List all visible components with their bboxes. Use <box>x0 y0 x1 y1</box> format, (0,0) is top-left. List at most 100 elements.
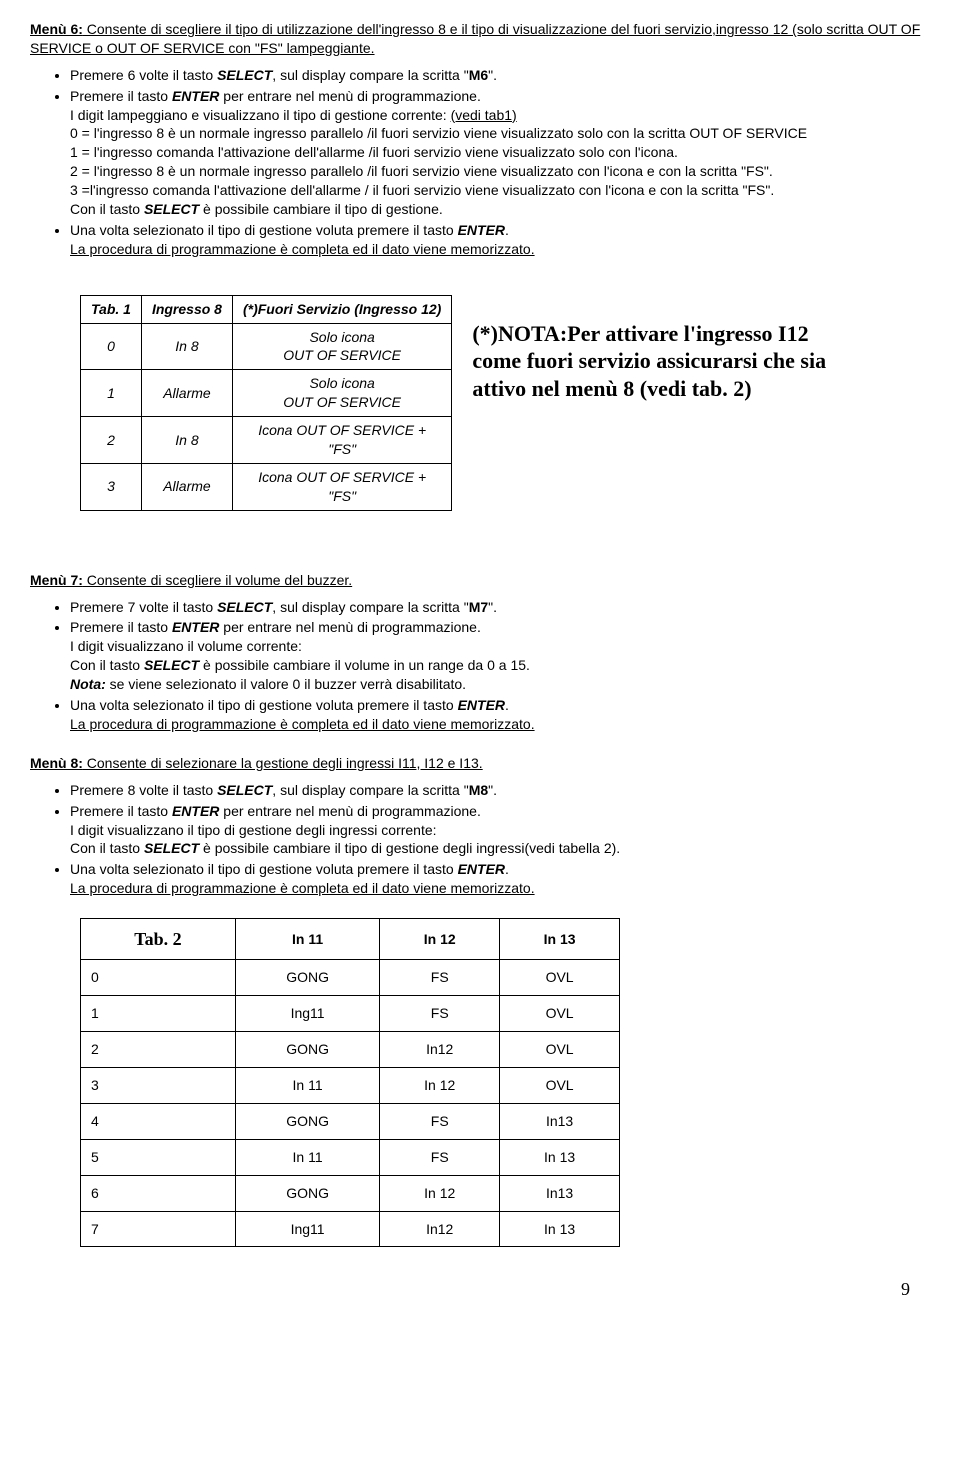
table-cell: In 8 <box>141 417 232 464</box>
tab2-h3: In 12 <box>380 919 500 960</box>
tab1-body: 0In 8Solo iconaOUT OF SERVICE1AllarmeSol… <box>81 323 452 510</box>
table-cell: In 13 <box>500 1139 620 1175</box>
table-cell: Allarme <box>141 463 232 510</box>
table-cell: 1 <box>81 370 142 417</box>
tab1-h1: Tab. 1 <box>81 295 142 323</box>
table-cell: Ing11 <box>235 1211 379 1247</box>
table-cell: OVL <box>500 960 620 996</box>
menu8-sub-final: La procedura di programmazione è complet… <box>70 879 930 898</box>
table-cell: In 8 <box>141 323 232 370</box>
table-row: 4GONGFSIn13 <box>81 1103 620 1139</box>
table-row: 3In 11In 12OVL <box>81 1068 620 1104</box>
menu7-list: Premere 7 volte il tasto SELECT, sul dis… <box>30 598 930 734</box>
menu6-sub1: I digit lampeggiano e visualizzano il ti… <box>70 106 930 125</box>
menu7-sub-final: La procedura di programmazione è complet… <box>70 715 930 734</box>
table-row: 1Ing11FSOVL <box>81 996 620 1032</box>
table-cell: In12 <box>380 1032 500 1068</box>
menu6-title: Menù 6: Consente di scegliere il tipo di… <box>30 20 930 58</box>
tab1-note: (*)NOTA:Per attivare l'ingresso I12 come… <box>472 320 852 403</box>
table-cell: 7 <box>81 1211 236 1247</box>
table-cell: 1 <box>81 996 236 1032</box>
menu8-list: Premere 8 volte il tasto SELECT, sul dis… <box>30 781 930 898</box>
table-cell: In 11 <box>235 1139 379 1175</box>
table-cell: 2 <box>81 417 142 464</box>
menu8-sub1: I digit visualizzano il tipo di gestione… <box>70 821 930 840</box>
menu8-title: Menù 8: Consente di selezionare la gesti… <box>30 754 930 773</box>
menu8-item1: Premere 8 volte il tasto SELECT, sul dis… <box>70 781 930 800</box>
menu8-prefix: Menù 8: <box>30 755 83 771</box>
menu8-item3: Una volta selezionato il tipo di gestion… <box>70 860 930 898</box>
table-cell: Solo iconaOUT OF SERVICE <box>232 323 451 370</box>
menu6-item1: Premere 6 volte il tasto SELECT, sul dis… <box>70 66 930 85</box>
table-cell: OVL <box>500 1068 620 1104</box>
menu6-rest: Consente di scegliere il tipo di utilizz… <box>30 21 920 56</box>
menu8-rest: Consente di selezionare la gestione degl… <box>83 755 483 771</box>
menu6-sub6: Con il tasto SELECT è possibile cambiare… <box>70 200 930 219</box>
table-row: 0GONGFSOVL <box>81 960 620 996</box>
table-cell: FS <box>380 1139 500 1175</box>
menu7-title: Menù 7: Consente di scegliere il volume … <box>30 571 930 590</box>
table-cell: Icona OUT OF SERVICE +"FS" <box>232 417 451 464</box>
table-cell: Ing11 <box>235 996 379 1032</box>
menu7-prefix: Menù 7: <box>30 572 83 588</box>
table-cell: Solo iconaOUT OF SERVICE <box>232 370 451 417</box>
table-row: 3AllarmeIcona OUT OF SERVICE +"FS" <box>81 463 452 510</box>
table-cell: In 12 <box>380 1068 500 1104</box>
table-cell: Allarme <box>141 370 232 417</box>
menu6-sub5: 3 =l'ingresso comanda l'attivazione dell… <box>70 181 930 200</box>
table-cell: 4 <box>81 1103 236 1139</box>
table-row: 2In 8Icona OUT OF SERVICE +"FS" <box>81 417 452 464</box>
table-cell: 6 <box>81 1175 236 1211</box>
table-row: 2GONGIn12OVL <box>81 1032 620 1068</box>
table-cell: In13 <box>500 1175 620 1211</box>
menu7-sub3: Nota: se viene selezionato il valore 0 i… <box>70 675 930 694</box>
table-cell: OVL <box>500 1032 620 1068</box>
tab2-table: Tab. 2 In 11 In 12 In 13 0GONGFSOVL1Ing1… <box>80 918 620 1247</box>
table-cell: OVL <box>500 996 620 1032</box>
menu7-sub1: I digit visualizzano il volume corrente: <box>70 637 930 656</box>
table-cell: 3 <box>81 1068 236 1104</box>
table-row: 7Ing11In12In 13 <box>81 1211 620 1247</box>
table-cell: In 11 <box>235 1068 379 1104</box>
tab1-h2: Ingresso 8 <box>141 295 232 323</box>
table-cell: Icona OUT OF SERVICE +"FS" <box>232 463 451 510</box>
menu6-sub4: 2 = l'ingresso 8 è un normale ingresso p… <box>70 162 930 181</box>
menu6-list: Premere 6 volte il tasto SELECT, sul dis… <box>30 66 930 259</box>
tab2-h2: In 11 <box>235 919 379 960</box>
table-row: 5In 11FSIn 13 <box>81 1139 620 1175</box>
menu7-item2: Premere il tasto ENTER per entrare nel m… <box>70 618 930 694</box>
tab2-body: 0GONGFSOVL1Ing11FSOVL2GONGIn12OVL3In 11I… <box>81 960 620 1247</box>
menu6-item3: Una volta selezionato il tipo di gestion… <box>70 221 930 259</box>
table-cell: 3 <box>81 463 142 510</box>
menu6-prefix: Menù 6: <box>30 21 83 37</box>
table-cell: In 12 <box>380 1175 500 1211</box>
table-cell: In12 <box>380 1211 500 1247</box>
table-cell: FS <box>380 996 500 1032</box>
table-cell: In 13 <box>500 1211 620 1247</box>
menu6-sub-final: La procedura di programmazione è complet… <box>70 240 930 259</box>
table-cell: GONG <box>235 1032 379 1068</box>
table-cell: FS <box>380 960 500 996</box>
menu7-rest: Consente di scegliere il volume del buzz… <box>83 572 352 588</box>
tab2-h1: Tab. 2 <box>81 919 236 960</box>
tab2-h4: In 13 <box>500 919 620 960</box>
table-row: 1AllarmeSolo iconaOUT OF SERVICE <box>81 370 452 417</box>
menu7-item3: Una volta selezionato il tipo di gestion… <box>70 696 930 734</box>
table-cell: FS <box>380 1103 500 1139</box>
table-row: 6GONGIn 12In13 <box>81 1175 620 1211</box>
menu6-item2: Premere il tasto ENTER per entrare nel m… <box>70 87 930 219</box>
table-row: 0In 8Solo iconaOUT OF SERVICE <box>81 323 452 370</box>
table-cell: In13 <box>500 1103 620 1139</box>
table-cell: 0 <box>81 323 142 370</box>
table-cell: GONG <box>235 960 379 996</box>
menu7-sub2: Con il tasto SELECT è possibile cambiare… <box>70 656 930 675</box>
tab1-table: Tab. 1 Ingresso 8 (*)Fuori Servizio (Ing… <box>80 295 452 511</box>
table-cell: GONG <box>235 1103 379 1139</box>
menu6-sub3: 1 = l'ingresso comanda l'attivazione del… <box>70 143 930 162</box>
menu8-sub2: Con il tasto SELECT è possibile cambiare… <box>70 839 930 858</box>
table-cell: 5 <box>81 1139 236 1175</box>
tab1-row: Tab. 1 Ingresso 8 (*)Fuori Servizio (Ing… <box>30 265 930 521</box>
menu8-item2: Premere il tasto ENTER per entrare nel m… <box>70 802 930 859</box>
menu7-item1: Premere 7 volte il tasto SELECT, sul dis… <box>70 598 930 617</box>
page-number: 9 <box>30 1277 930 1301</box>
